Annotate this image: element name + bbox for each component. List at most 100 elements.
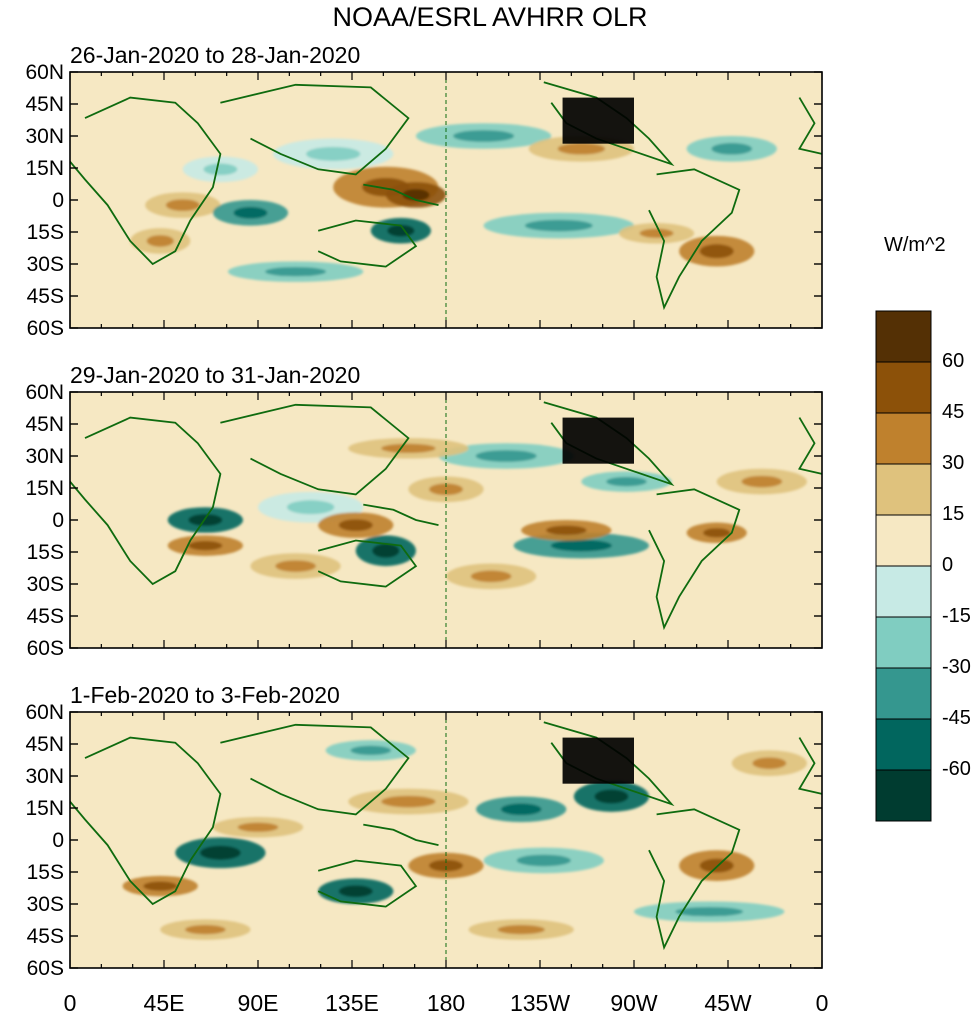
colorbar — [875, 310, 932, 822]
lon-label: 135W — [509, 990, 571, 1016]
anomaly-core — [557, 143, 606, 155]
colorbar-swatch — [875, 412, 932, 465]
anomaly-core — [500, 803, 542, 816]
lat-label: 15S — [26, 861, 64, 884]
lat-label: 60S — [26, 317, 64, 340]
anomaly-core — [550, 539, 612, 552]
anomaly-core — [146, 235, 174, 247]
coastline — [220, 723, 410, 816]
olr-anomaly-field — [130, 123, 777, 282]
lat-label: 60N — [25, 381, 64, 404]
lon-label: 180 — [426, 990, 466, 1016]
lat-label: 15N — [25, 477, 64, 500]
lon-label: 0 — [63, 990, 77, 1016]
coastline — [648, 808, 741, 951]
lat-label: 30N — [25, 445, 64, 468]
anomaly-core — [188, 540, 223, 551]
map-panel-3 — [69, 711, 823, 969]
lat-label: 45N — [25, 733, 64, 756]
anomaly-core — [381, 795, 436, 808]
lat-label: 30S — [26, 253, 64, 276]
lat-label: 60N — [25, 701, 64, 724]
lat-label: 15N — [25, 797, 64, 820]
lat-label: 60S — [26, 637, 64, 660]
anomaly-core — [703, 528, 731, 538]
lat-label: 45S — [26, 605, 64, 628]
anomaly-core — [372, 543, 400, 558]
colorbar-swatch — [875, 463, 932, 516]
lat-label: 0 — [52, 829, 64, 852]
coastline — [648, 488, 741, 631]
colorbar-swatch — [875, 769, 932, 822]
anomaly-core — [453, 130, 515, 142]
lat-label: 30S — [26, 893, 64, 916]
colorbar-label: -30 — [942, 656, 971, 678]
colorbar-label: 0 — [942, 554, 954, 576]
coastline — [317, 859, 418, 908]
anomaly-core — [306, 147, 361, 161]
lat-label: 30N — [25, 765, 64, 788]
coastline — [363, 503, 439, 526]
anomaly-core — [265, 267, 327, 277]
lat-label: 30N — [25, 125, 64, 148]
colorbar-swatch — [875, 310, 932, 363]
anomaly-core — [675, 907, 744, 917]
anomaly-core — [286, 500, 335, 515]
anomaly-core — [546, 525, 587, 535]
anomaly-core — [143, 881, 178, 891]
coastline — [797, 97, 823, 155]
colorbar-swatch — [875, 361, 932, 414]
coastline — [317, 539, 418, 588]
lat-label: 45S — [26, 285, 64, 308]
lon-label: 45E — [143, 990, 185, 1016]
lat-label: 0 — [52, 509, 64, 532]
anomaly-core — [741, 475, 783, 488]
coastline — [69, 736, 222, 906]
anomaly-core — [381, 443, 436, 453]
lon-label: 135E — [325, 990, 379, 1016]
anomaly-core — [594, 789, 629, 804]
lat-label: 15S — [26, 541, 64, 564]
units-label: W/m^2 — [884, 234, 946, 256]
anomaly-core — [200, 845, 241, 860]
lon-label: 45W — [704, 990, 752, 1016]
anomaly-core — [699, 858, 734, 873]
anomaly-core — [429, 859, 463, 872]
anomaly-core — [639, 228, 674, 238]
lon-label: 90W — [610, 990, 658, 1016]
colorbar-swatch — [875, 514, 932, 567]
olr-anomaly-field — [122, 740, 807, 940]
anomaly-core — [429, 483, 463, 496]
anomaly-core — [338, 519, 373, 531]
coastline — [220, 83, 410, 176]
coastline — [363, 823, 439, 846]
coastline — [363, 183, 439, 206]
anomaly-core — [711, 143, 753, 155]
us-state-boundaries — [562, 737, 634, 784]
lat-label: 15S — [26, 221, 64, 244]
colorbar-label: -45 — [942, 707, 971, 729]
lon-label: 0 — [815, 990, 829, 1016]
colorbar-swatch — [875, 718, 932, 771]
colorbar-label: -60 — [942, 758, 971, 780]
panel-2-date-range: 29-Jan-2020 to 31-Jan-2020 — [70, 362, 361, 388]
map-panel-1 — [69, 71, 823, 329]
coastline — [69, 96, 222, 266]
anomaly-core — [524, 219, 593, 232]
panel-3-date-range: 1-Feb-2020 to 3-Feb-2020 — [70, 682, 340, 708]
lon-label: 90E — [237, 990, 279, 1016]
colorbar-label: -15 — [942, 605, 971, 627]
colorbar-swatch — [875, 667, 932, 720]
coastline — [797, 737, 823, 795]
anomaly-core — [606, 476, 647, 487]
us-state-boundaries — [562, 97, 634, 144]
anomaly-core — [233, 207, 268, 219]
colorbar-swatch — [875, 616, 932, 669]
lat-label: 30S — [26, 573, 64, 596]
coastline — [317, 219, 418, 268]
lat-label: 0 — [52, 189, 64, 212]
anomaly-core — [350, 745, 392, 756]
us-state-boundaries — [562, 417, 634, 464]
anomaly-core — [203, 163, 238, 176]
